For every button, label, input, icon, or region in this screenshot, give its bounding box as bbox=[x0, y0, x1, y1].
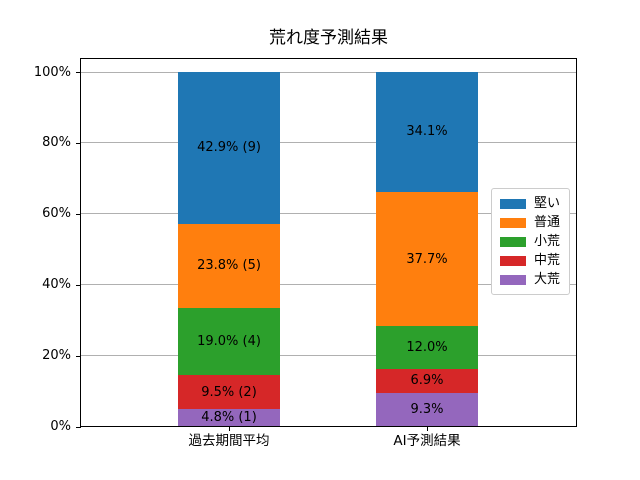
legend-label: 中荒 bbox=[534, 253, 561, 268]
y-tick-label: 60% bbox=[42, 206, 71, 222]
y-tick-label: 100% bbox=[33, 64, 71, 80]
bar-segment-label: 19.0% (4) bbox=[197, 334, 261, 350]
stacked-bar: 4.8% (1) 9.5% (2) 19.0% (4) 23.8% (5) 42.9% … bbox=[178, 71, 280, 426]
legend-item: 大荒 bbox=[500, 270, 561, 289]
legend-swatch bbox=[500, 236, 526, 247]
bar-segment-label: 12.0% bbox=[406, 339, 448, 355]
legend-label: 大荒 bbox=[534, 272, 561, 287]
x-tick-label: 過去期間平均 bbox=[188, 433, 270, 449]
legend-item: 中荒 bbox=[500, 251, 561, 270]
bar-segment: 19.0% (4) bbox=[178, 307, 280, 376]
legend-item: 普通 bbox=[500, 213, 561, 232]
gridline bbox=[81, 284, 576, 286]
bar-segment-label: 37.7% bbox=[406, 251, 448, 267]
y-tick-mark bbox=[76, 213, 81, 215]
chart-title: 荒れ度予測結果 bbox=[269, 28, 388, 48]
y-tick-mark bbox=[76, 284, 81, 286]
bar-segment-label: 23.8% (5) bbox=[197, 258, 261, 274]
bar-segment: 12.0% bbox=[376, 326, 478, 369]
bar-segment-label: 34.1% bbox=[406, 124, 448, 140]
stacked-bar: 9.3% 6.9% 12.0% 37.7% 34.1% bbox=[376, 71, 478, 426]
x-tick-label: AI予測結果 bbox=[393, 433, 461, 449]
bar-segment: 42.9% (9) bbox=[178, 71, 280, 224]
legend-label: 普通 bbox=[534, 215, 561, 230]
bar-segment: 6.9% bbox=[376, 368, 478, 394]
bar-segment-label: 4.8% (1) bbox=[201, 409, 257, 425]
legend-label: 堅い bbox=[534, 196, 561, 211]
bar-segment: 37.7% bbox=[376, 192, 478, 327]
legend-item: 堅い bbox=[500, 194, 561, 213]
bar-segment: 9.3% bbox=[376, 393, 478, 426]
legend-swatch bbox=[500, 255, 526, 266]
y-tick-mark bbox=[76, 355, 81, 357]
bar-segment-label: 9.5% (2) bbox=[201, 384, 257, 400]
legend-swatch bbox=[500, 198, 526, 209]
gridline bbox=[81, 142, 576, 144]
gridline bbox=[81, 355, 576, 357]
bar-segment-label: 6.9% bbox=[410, 373, 444, 389]
y-tick-mark bbox=[76, 142, 81, 144]
gridline bbox=[81, 71, 576, 73]
bar-segment-label: 9.3% bbox=[410, 402, 444, 418]
bar-segment: 4.8% (1) bbox=[178, 408, 280, 426]
legend-swatch bbox=[500, 217, 526, 228]
legend-swatch bbox=[500, 274, 526, 285]
legend-label: 小荒 bbox=[534, 234, 561, 249]
y-tick-mark bbox=[76, 426, 81, 428]
gridline bbox=[81, 213, 576, 215]
bar-segment: 9.5% (2) bbox=[178, 375, 280, 409]
y-tick-label: 20% bbox=[42, 348, 71, 364]
y-tick-mark bbox=[76, 72, 81, 73]
y-tick-label: 0% bbox=[50, 419, 71, 434]
legend-item: 小荒 bbox=[500, 232, 561, 251]
bar-segment: 23.8% (5) bbox=[178, 223, 280, 308]
y-tick-label: 40% bbox=[42, 277, 71, 293]
bar-segment: 34.1% bbox=[376, 71, 478, 193]
x-tick-mark bbox=[426, 427, 428, 431]
plot-area: 4.8% (1) 9.5% (2) 19.0% (4) 23.8% (5) 42.9% … bbox=[80, 58, 577, 427]
bar-segment-label: 42.9% (9) bbox=[197, 140, 261, 156]
x-tick-mark bbox=[228, 427, 230, 431]
y-tick-label: 80% bbox=[42, 135, 71, 151]
legend: 堅い普通小荒中荒大荒 bbox=[491, 188, 570, 295]
